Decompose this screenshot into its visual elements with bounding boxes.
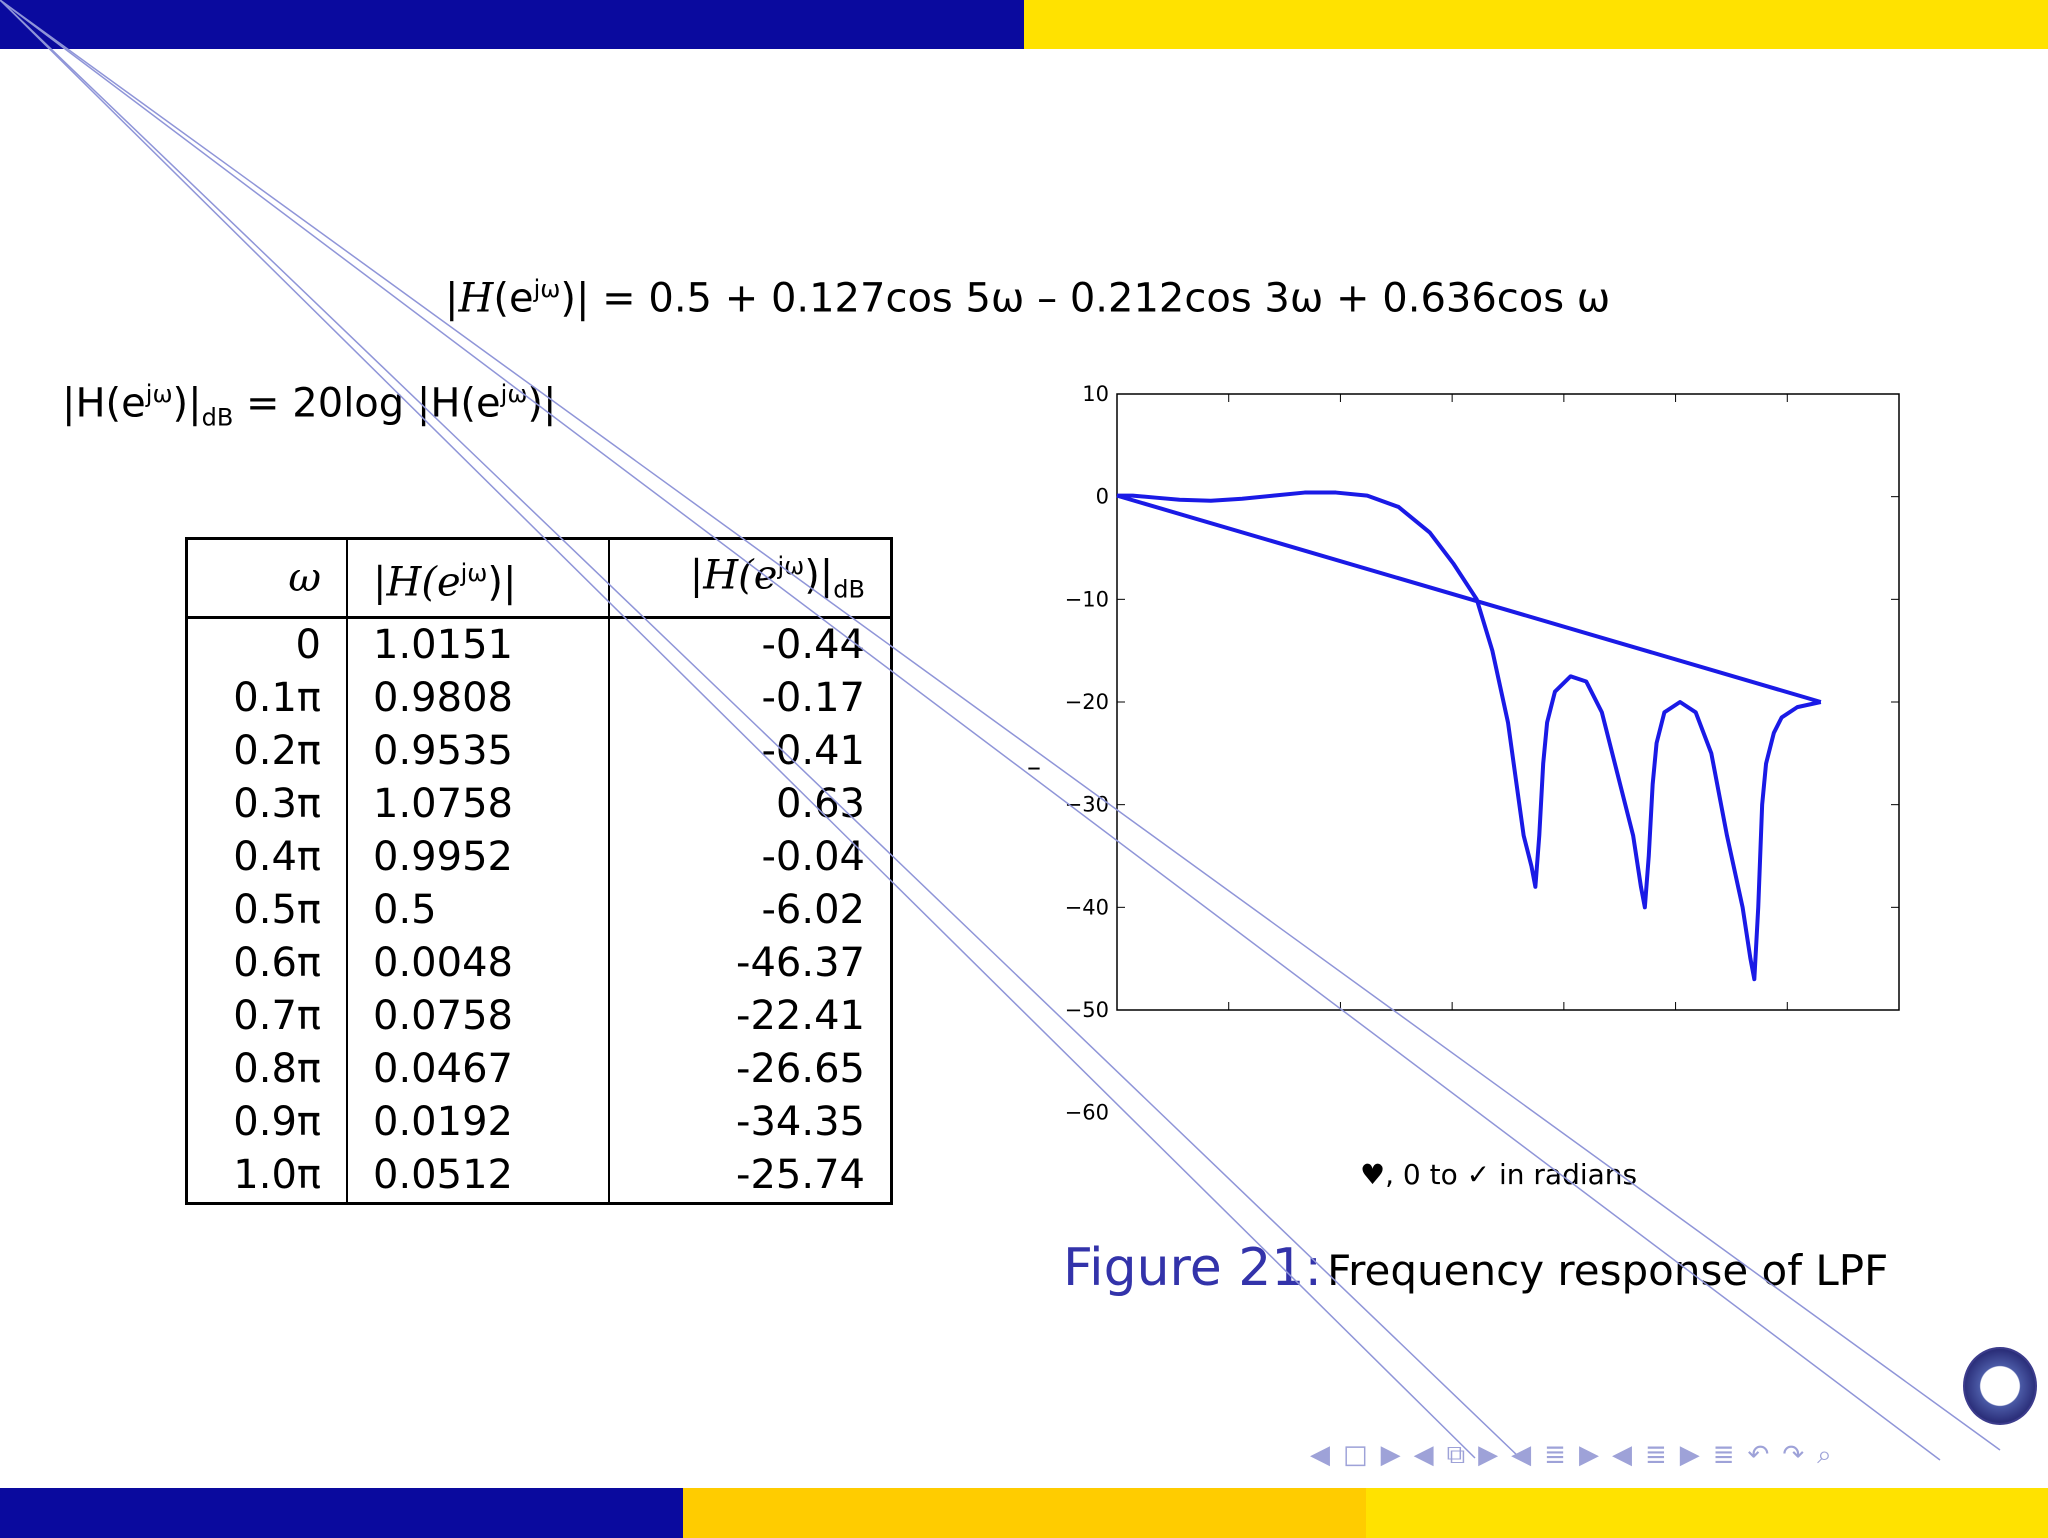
decibel-cell: -26.65	[736, 1046, 865, 1093]
header-magnitude-db: |H(ejω)|dB	[609, 538, 892, 620]
decibel-cell: -0.17	[761, 675, 866, 722]
magnitude-cell: 0.0192	[347, 1096, 610, 1150]
decibel-cell: 0.63	[775, 781, 865, 828]
figure-number: Figure 21:	[1063, 1238, 1322, 1298]
nav-control-icon[interactable]: ◀	[1310, 1440, 1330, 1470]
figure-caption: Figure 21: Frequency response of LPF	[1063, 1238, 1888, 1298]
nav-control-icon[interactable]: ↶	[1747, 1440, 1770, 1470]
nav-control-icon[interactable]: ▶	[1578, 1440, 1599, 1470]
omega-cell: 1.0π	[186, 1149, 348, 1204]
nav-control-icon[interactable]: ≣	[1544, 1440, 1566, 1470]
beamer-navigation: ◀ □ ▶ ◀ ⧉ ▶ ◀ ≣ ▶ ◀ ≣ ▶ ≣ ↶ ↷ ⌕	[1310, 1440, 1845, 1471]
magnitude-cell: 0.0512	[347, 1149, 610, 1204]
decibel-cell: -22.41	[736, 993, 865, 1040]
y-tick-label: −50	[1065, 998, 1109, 1022]
reference-line	[1116, 493, 1822, 704]
table-header-row: ω |H(ejω)| |H(ejω)|dB	[186, 538, 892, 620]
header-band-blue	[0, 0, 1024, 49]
y-tick-label: −30	[1065, 793, 1109, 817]
magnitude-cell: 0.9808	[347, 672, 610, 726]
omega-cell: 0.4π	[186, 831, 348, 885]
header-magnitude: |H(ejω)|	[347, 538, 610, 620]
magnitude-cell: 1.0758	[347, 778, 610, 832]
decibel-cell: -6.02	[761, 887, 866, 934]
magnitude-cell: 0.0048	[347, 937, 610, 991]
nav-control-icon[interactable]: ≣	[1712, 1440, 1735, 1470]
frequency-table: ω |H(ejω)| |H(ejω)|dB 0 1.0151 -0.44 0.1π 0.…	[185, 537, 893, 1206]
equation-magnitude: |H(ejω)| = 0.5 + 0.127cos 5ω – 0.212cos …	[445, 275, 1611, 322]
magnitude-cell: 0.5	[347, 884, 610, 938]
equation-decibel: |H(ejω)|dB = 20log |H(ejω)|	[62, 380, 557, 432]
table-row: 0.7π 0.0758 -22.41	[186, 990, 892, 1044]
omega-cell: 0.1π	[186, 672, 348, 726]
y-tick-label: −20	[1065, 690, 1109, 714]
nav-control-icon[interactable]: ◀	[1413, 1440, 1434, 1470]
y-axis-label: –	[1027, 750, 1041, 783]
y-tick-label: −10	[1065, 587, 1109, 611]
header-omega: ω	[186, 538, 348, 620]
nav-control-icon[interactable]: ◀	[1611, 1440, 1632, 1470]
frequency-response-chart: 10 0 −10 −20 −30 −40 −50 −60	[1065, 382, 1900, 1125]
table-row: 0.5π 0.5 -6.02	[186, 884, 892, 938]
omega-cell: 0	[186, 617, 348, 673]
decibel-cell: -0.41	[761, 728, 866, 775]
table-row: 0.6π 0.0048 -46.37	[186, 937, 892, 991]
x-axis-label: ♥, 0 to ✓ in radians	[1360, 1158, 1638, 1191]
magnitude-cell: 0.0467	[347, 1043, 610, 1097]
table-row: 0.3π 1.0758 0.63	[186, 778, 892, 832]
decibel-cell: -25.74	[736, 1152, 865, 1199]
response-curve	[1117, 490, 1822, 982]
magnitude-cell: 0.9535	[347, 725, 610, 779]
college-logo	[1963, 1347, 2037, 1425]
plot-frame	[1116, 393, 1900, 1011]
footer-band-orange	[683, 1488, 1366, 1538]
table-row: 0.8π 0.0467 -26.65	[186, 1043, 892, 1097]
table-row: 0.2π 0.9535 -0.41	[186, 725, 892, 779]
table-row: 0.9π 0.0192 -34.35	[186, 1096, 892, 1150]
nav-control-icon[interactable]: ↷	[1782, 1440, 1805, 1470]
y-tick-label: 0	[1096, 485, 1109, 509]
figure-title: Frequency response of LPF	[1327, 1246, 1889, 1295]
omega-cell: 0.7π	[186, 990, 348, 1044]
magnitude-cell: 1.0151	[347, 617, 610, 673]
nav-control-icon[interactable]: ⧉	[1446, 1440, 1466, 1470]
y-tick-label: −60	[1065, 1101, 1109, 1125]
nav-control-icon[interactable]: ≣	[1644, 1440, 1667, 1470]
table-row: 0 1.0151 -0.44	[186, 617, 892, 673]
nav-control-icon[interactable]: ▶	[1478, 1440, 1499, 1470]
magnitude-cell: 0.0758	[347, 990, 610, 1044]
nav-control-icon[interactable]: □	[1343, 1440, 1368, 1470]
omega-cell: 0.9π	[186, 1096, 348, 1150]
omega-cell: 0.5π	[186, 884, 348, 938]
table-row: 0.1π 0.9808 -0.17	[186, 672, 892, 726]
y-tick-label: −40	[1065, 895, 1109, 919]
decibel-cell: -46.37	[736, 940, 865, 987]
omega-cell: 0.6π	[186, 937, 348, 991]
y-tick-label: 10	[1082, 382, 1109, 406]
table-row: 1.0π 0.0512 -25.74	[186, 1149, 892, 1204]
decibel-cell: -0.04	[761, 834, 866, 881]
decibel-cell: -0.44	[761, 622, 866, 669]
footer-band-blue	[0, 1488, 683, 1538]
footer-band-yellow	[1366, 1488, 2048, 1538]
table-row: 0.4π 0.9952 -0.04	[186, 831, 892, 885]
omega-cell: 0.2π	[186, 725, 348, 779]
nav-control-icon[interactable]: ▶	[1380, 1440, 1401, 1470]
nav-control-icon[interactable]: ▶	[1679, 1440, 1700, 1470]
nav-control-icon[interactable]: ⌕	[1817, 1440, 1832, 1470]
decibel-cell: -34.35	[736, 1099, 865, 1146]
omega-cell: 0.8π	[186, 1043, 348, 1097]
nav-control-icon[interactable]: ◀	[1511, 1440, 1532, 1470]
header-band-yellow	[1024, 0, 2048, 49]
omega-cell: 0.3π	[186, 778, 348, 832]
magnitude-cell: 0.9952	[347, 831, 610, 885]
